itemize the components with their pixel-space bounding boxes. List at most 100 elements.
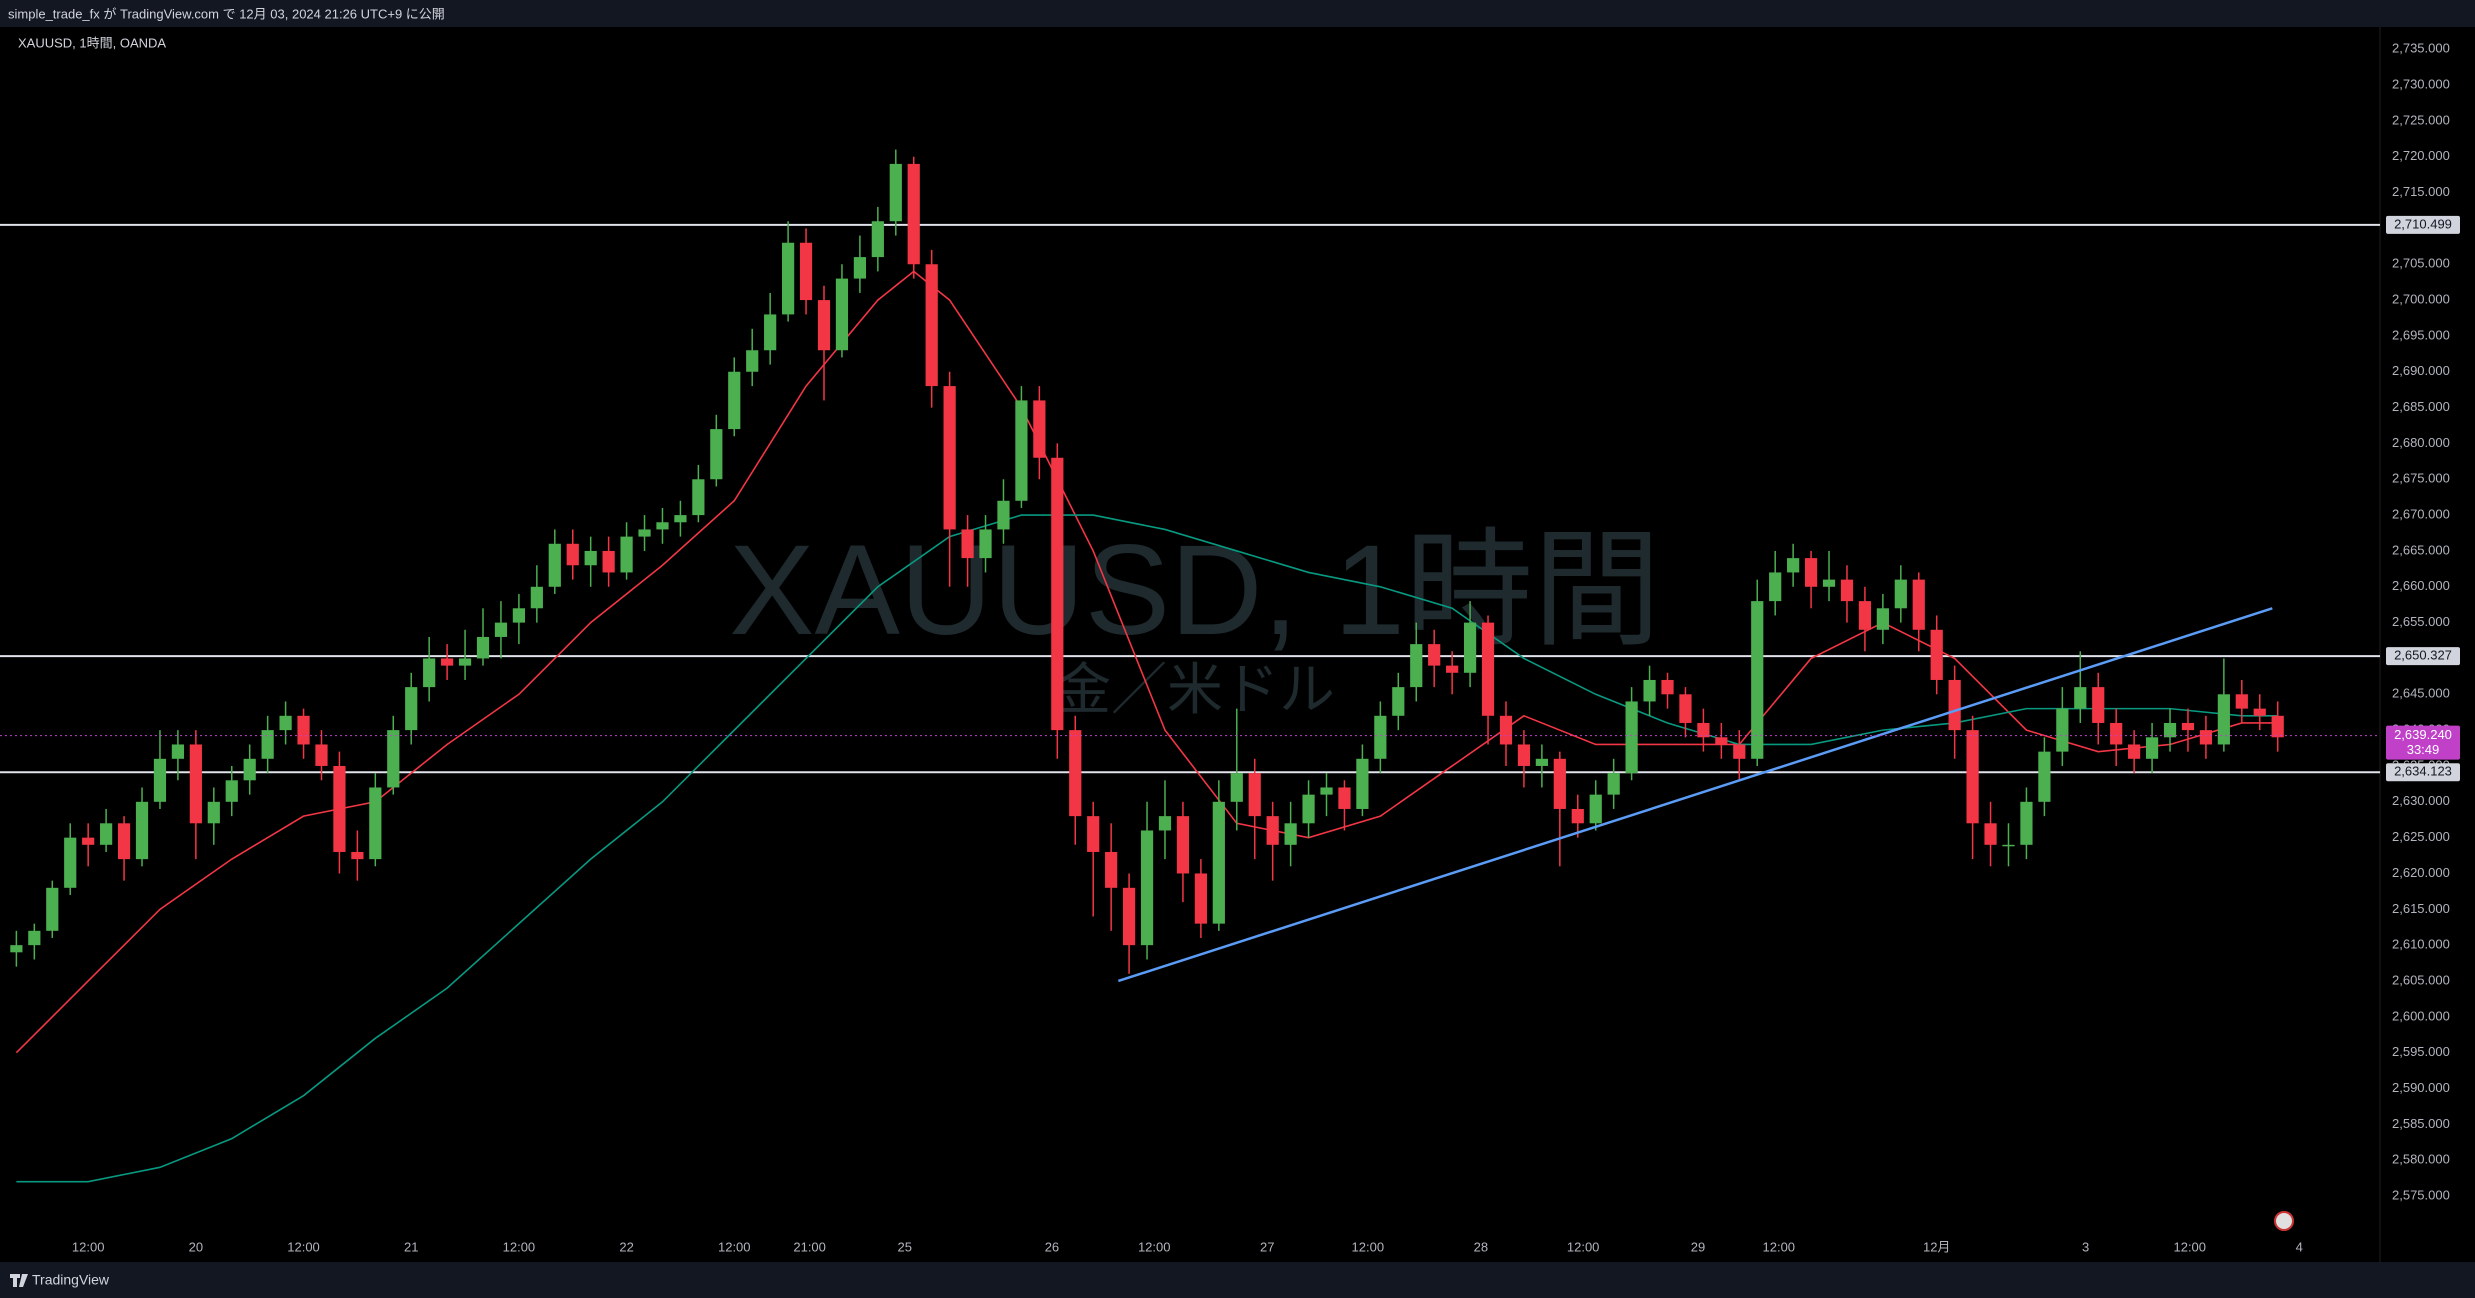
candle-body bbox=[1212, 801, 1225, 924]
x-tick-label: 22 bbox=[619, 1239, 633, 1254]
last-price-label: 2,639.240 bbox=[2394, 727, 2452, 742]
candle-body bbox=[1428, 644, 1441, 666]
candle-body bbox=[835, 278, 849, 351]
candle-body bbox=[674, 515, 687, 523]
candle-body bbox=[1966, 730, 1979, 824]
candle-body bbox=[2002, 844, 2015, 847]
candle-body bbox=[907, 163, 920, 265]
candle-body bbox=[207, 801, 220, 824]
y-tick-label: 2,625.000 bbox=[2392, 829, 2450, 844]
candle-body bbox=[620, 536, 633, 573]
y-tick-label: 2,620.000 bbox=[2392, 865, 2450, 880]
candle-body bbox=[279, 715, 292, 731]
tv-logo bbox=[10, 1274, 28, 1287]
candle-body bbox=[1140, 830, 1154, 946]
candle-body bbox=[782, 242, 795, 315]
candle-body bbox=[584, 550, 597, 566]
y-tick-label: 2,720.000 bbox=[2392, 148, 2450, 163]
x-tick-label: 25 bbox=[898, 1239, 912, 1254]
y-tick-label: 2,580.000 bbox=[2392, 1152, 2450, 1167]
x-tick-label: 12:00 bbox=[72, 1239, 105, 1254]
candle-body bbox=[1894, 579, 1907, 609]
candle-body bbox=[2235, 694, 2248, 709]
candle-body bbox=[2038, 751, 2051, 802]
candle-body bbox=[1463, 622, 1477, 673]
candle-body bbox=[1446, 665, 1459, 673]
candle-body bbox=[171, 744, 185, 759]
y-tick-label: 2,655.000 bbox=[2392, 614, 2450, 629]
candle-body bbox=[1553, 758, 1566, 809]
symbol-info: XAUUSD, 1時間, OANDA bbox=[18, 35, 166, 50]
candle-body bbox=[1733, 744, 1746, 759]
candle-body bbox=[1912, 579, 1925, 630]
candle-body bbox=[1571, 808, 1584, 824]
candle-body bbox=[1589, 794, 1602, 824]
candle-body bbox=[746, 350, 759, 372]
candle-body bbox=[2056, 708, 2069, 752]
candle-body bbox=[2110, 722, 2123, 745]
candle-body bbox=[423, 658, 436, 688]
x-tick-label: 4 bbox=[2296, 1239, 2303, 1254]
x-tick-label: 12:00 bbox=[1763, 1239, 1796, 1254]
price-label-bg bbox=[2386, 215, 2460, 234]
x-tick-label: 12:00 bbox=[2173, 1239, 2206, 1254]
candle-body bbox=[961, 529, 974, 559]
candle-body bbox=[1535, 758, 1548, 766]
candle-body bbox=[1248, 773, 1261, 817]
y-tick-label: 2,585.000 bbox=[2392, 1116, 2450, 1131]
candle-body bbox=[2199, 730, 2213, 745]
price-label-bg bbox=[2386, 647, 2460, 666]
candle-body bbox=[1122, 887, 1136, 946]
x-tick-label: 29 bbox=[1691, 1239, 1705, 1254]
candle-body bbox=[494, 622, 508, 637]
candle-body bbox=[153, 758, 167, 802]
candle-body bbox=[1499, 715, 1513, 745]
candle-body bbox=[2145, 737, 2159, 759]
candle-body bbox=[64, 837, 77, 888]
y-tick-label: 2,680.000 bbox=[2392, 435, 2450, 450]
y-tick-label: 2,725.000 bbox=[2392, 112, 2450, 127]
candle-body bbox=[1517, 744, 1531, 766]
candle-body bbox=[297, 715, 310, 745]
candle-body bbox=[817, 300, 831, 351]
candle-body bbox=[1769, 572, 1782, 602]
y-tick-label: 2,705.000 bbox=[2392, 256, 2450, 271]
y-tick-label: 2,645.000 bbox=[2392, 686, 2450, 701]
y-tick-label: 2,685.000 bbox=[2392, 399, 2450, 414]
candle-body bbox=[1356, 758, 1369, 809]
watermark-subtitle: 金／米ドル bbox=[1055, 658, 1335, 721]
candle-body bbox=[458, 658, 472, 666]
candle-body bbox=[2181, 722, 2195, 731]
y-tick-label: 2,630.000 bbox=[2392, 793, 2450, 808]
candle-body bbox=[1320, 787, 1333, 795]
candle-body bbox=[225, 780, 238, 802]
x-tick-label: 12:00 bbox=[718, 1239, 751, 1254]
candle-body bbox=[997, 500, 1010, 530]
y-tick-label: 2,595.000 bbox=[2392, 1044, 2450, 1059]
candle-body bbox=[799, 242, 813, 301]
x-tick-label: 12:00 bbox=[503, 1239, 536, 1254]
price-label: 2,634.123 bbox=[2394, 764, 2452, 779]
x-tick-label: 12:00 bbox=[1567, 1239, 1600, 1254]
moving-average bbox=[16, 514, 2278, 1183]
candle-body bbox=[1751, 601, 1764, 759]
header-bar bbox=[0, 0, 2475, 27]
candle-body bbox=[710, 429, 723, 480]
candle-body bbox=[1607, 773, 1620, 795]
candle-body bbox=[1392, 687, 1405, 716]
candle-body bbox=[1302, 794, 1315, 824]
event-flag[interactable] bbox=[2274, 1211, 2294, 1231]
y-tick-label: 2,690.000 bbox=[2392, 363, 2450, 378]
candle-body bbox=[351, 851, 364, 860]
x-tick-label: 21:00 bbox=[793, 1239, 826, 1254]
candle-body bbox=[853, 257, 866, 279]
candle-body bbox=[1625, 701, 1638, 774]
y-tick-label: 2,730.000 bbox=[2392, 76, 2450, 91]
x-tick-label: 26 bbox=[1045, 1239, 1059, 1254]
footer-brand[interactable]: TradingView bbox=[32, 1272, 110, 1288]
candle-body bbox=[369, 787, 382, 860]
x-tick-label: 21 bbox=[404, 1239, 418, 1254]
y-tick-label: 2,660.000 bbox=[2392, 578, 2450, 593]
